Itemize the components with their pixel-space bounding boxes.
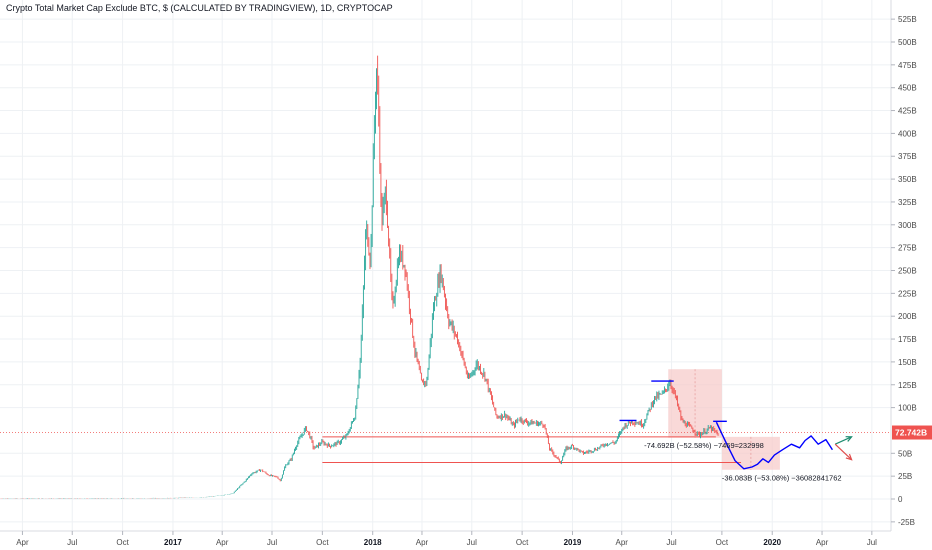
x-tick-label: 2017: [164, 538, 182, 547]
price-series: [0, 55, 719, 499]
y-tick-label: 400B: [898, 129, 917, 138]
x-tick-label: Jul: [67, 538, 77, 547]
measure-label: -36.083B (−53.08%) −36082841762: [722, 474, 842, 483]
x-tick-label: Jul: [267, 538, 277, 547]
x-tick-label: Apr: [616, 538, 629, 547]
y-tick-label: -25B: [898, 518, 915, 527]
y-tick-label: 150B: [898, 358, 917, 367]
x-tick-label: Oct: [116, 538, 129, 547]
resistance-marks: [619, 380, 727, 423]
scenario-arrow-line: [834, 443, 853, 461]
x-tick-label: 2020: [763, 538, 781, 547]
scenario-arrow-head: [845, 436, 853, 442]
y-tick-label: 525B: [898, 15, 917, 24]
x-tick-label: Oct: [516, 538, 529, 547]
y-tick-label: 25B: [898, 472, 912, 481]
y-tick-label: 175B: [898, 335, 917, 344]
y-tick-label: 225B: [898, 289, 917, 298]
y-tick-label: 250B: [898, 267, 917, 276]
x-tick-label: Apr: [216, 538, 229, 547]
last-price-tag: 72.742B: [892, 425, 932, 440]
x-tick-label: 2018: [364, 538, 382, 547]
x-tick-label: 2019: [564, 538, 582, 547]
y-tick-label: 275B: [898, 244, 917, 253]
chart-title: Crypto Total Market Cap Exclude BTC, $ (…: [6, 3, 393, 13]
y-tick-label: 300B: [898, 221, 917, 230]
x-tick-label: Jul: [867, 538, 877, 547]
y-tick-label: 500B: [898, 38, 917, 47]
y-tick-label: 325B: [898, 198, 917, 207]
y-tick-label: 425B: [898, 107, 917, 116]
y-axis: 525B 500B 475B 450B 425B 400B 375B 350B 325B 300B…: [890, 0, 917, 531]
measure-labels: -74.692B (−52.58%) −7469≈232998 -36.083B …: [644, 441, 841, 483]
y-tick-label: 475B: [898, 61, 917, 70]
x-tick-label: Jul: [467, 538, 477, 547]
support-lines: [322, 436, 742, 463]
x-tick-label: Apr: [16, 538, 29, 547]
y-tick-label: 200B: [898, 312, 917, 321]
scenario-arrow-line: [834, 436, 852, 445]
x-tick-label: Oct: [716, 538, 729, 547]
y-tick-label: 50B: [898, 449, 912, 458]
x-tick-label: Jul: [666, 538, 676, 547]
projection-line: [715, 421, 833, 470]
y-tick-label: 125B: [898, 381, 917, 390]
y-tick-label: 0: [898, 495, 903, 504]
projection-path: [715, 421, 833, 470]
last-price-tag-bg: [892, 425, 932, 440]
y-tick-label: 100B: [898, 404, 917, 413]
y-tick-label: 450B: [898, 84, 917, 93]
x-tick-label: Apr: [416, 538, 429, 547]
x-axis: Apr Jul Oct 2017 Apr Jul Oct 2018 Apr Jul Oct 2019 A…: [0, 530, 891, 547]
measure-label: -74.692B (−52.58%) −7469≈232998: [644, 441, 764, 450]
last-price-tag-label: 72.742B: [895, 428, 927, 438]
scenario-arrow-head: [845, 453, 853, 461]
y-tick-label: 350B: [898, 175, 917, 184]
x-tick-label: Oct: [316, 538, 329, 547]
y-tick-label: 375B: [898, 152, 917, 161]
x-tick-label: Apr: [816, 538, 829, 547]
measure-boxes: [668, 369, 780, 470]
scenario-arrows: [834, 436, 853, 461]
